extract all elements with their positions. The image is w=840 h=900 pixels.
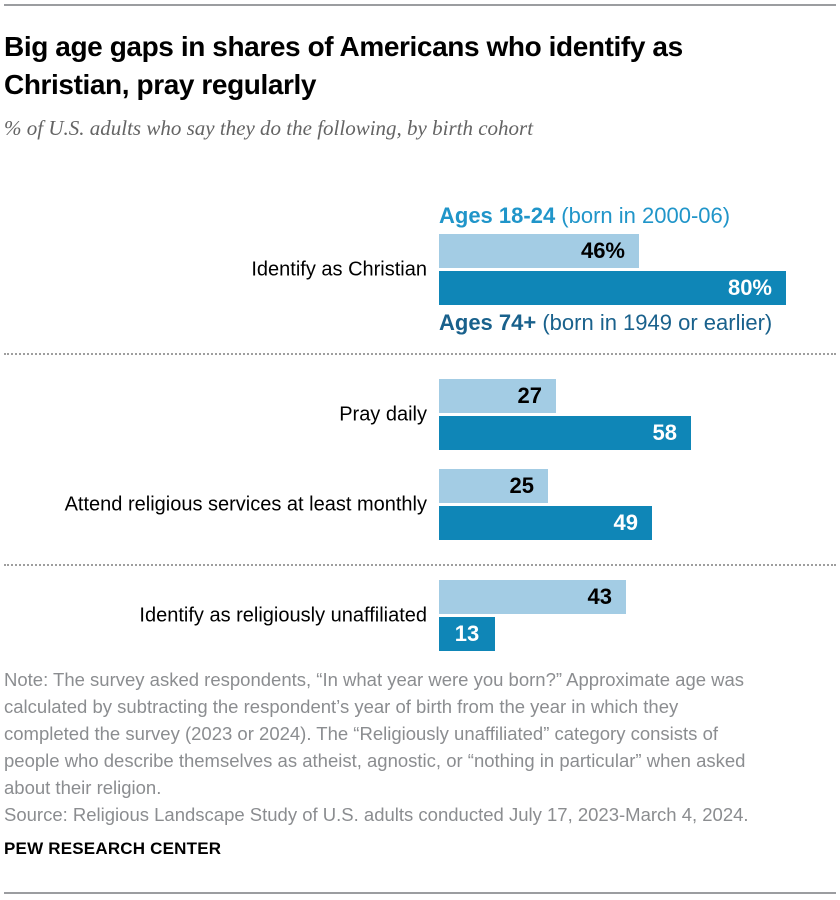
category-label: Pray daily xyxy=(339,403,427,425)
bar-pair: Pray daily 27 58 xyxy=(339,379,836,450)
chart-subtitle: % of U.S. adults who say they do the fol… xyxy=(4,116,534,140)
source-line: Source: Religious Landscape Study of U.S… xyxy=(4,804,749,825)
bar-value-label: 43 xyxy=(587,584,612,609)
bar-value-label: 25 xyxy=(509,473,534,498)
bar-ages-74plus: 58 xyxy=(439,416,691,450)
bar-ages-18-24: 46% xyxy=(439,234,639,268)
legend-ages-74plus-detail: (born in 1949 or earlier) xyxy=(536,310,773,335)
bar-ages-74plus: 49 xyxy=(439,506,652,540)
bar-ages-74plus: 13 xyxy=(439,617,495,651)
legend-ages-74plus-bold: Ages 74+ xyxy=(439,310,537,335)
bar-group-attend-services: Attend religious services at least month… xyxy=(4,469,836,540)
dotted-divider xyxy=(4,353,836,355)
chart-title-line2: Christian, pray regularly xyxy=(4,69,317,100)
bar-value-label: 13 xyxy=(454,621,480,646)
bar-group-identify-christian: Ages 18-24 (born in 2000-06) Identify as… xyxy=(4,203,836,336)
category-label: Identify as Christian xyxy=(251,258,427,280)
bar-value-label: 27 xyxy=(517,383,542,408)
bar-value-label: 46% xyxy=(580,238,625,263)
bar-group-pray-daily: Pray daily 27 58 xyxy=(4,379,836,450)
bar-pair: Attend religious services at least month… xyxy=(65,469,836,540)
category-label: Attend religious services at least month… xyxy=(64,493,427,515)
note-line: about their religion. xyxy=(4,777,162,798)
legend-ages-18-24-bold: Ages 18-24 xyxy=(439,203,556,228)
category-label: Identify as religiously unaffiliated xyxy=(139,604,427,626)
bar-value-label: 49 xyxy=(613,510,638,535)
group-spacer xyxy=(4,450,836,469)
bar-ages-18-24: 25 xyxy=(439,469,548,503)
bar-value-label: 80% xyxy=(727,275,772,300)
chart-card: Big age gaps in shares of Americans who … xyxy=(0,4,840,900)
note-line: completed the survey (2023 or 2024). The… xyxy=(4,723,719,744)
legend-ages-74plus: Ages 74+ (born in 1949 or earlier) xyxy=(439,310,836,336)
chart-title-line1: Big age gaps in shares of Americans who … xyxy=(4,31,683,62)
top-rule xyxy=(4,4,836,6)
dotted-divider xyxy=(4,564,836,566)
pew-research-center-wordmark: PEW RESEARCH CENTER xyxy=(4,839,222,858)
legend-ages-18-24: Ages 18-24 (born in 2000-06) xyxy=(439,203,836,229)
note-line: calculated by subtracting the respondent… xyxy=(4,696,679,717)
bar-group-unaffiliated: Identify as religiously unaffiliated 43 … xyxy=(4,580,836,651)
note-line: people who describe themselves as atheis… xyxy=(4,750,746,771)
chart-notes: Note: The survey asked respondents, “In … xyxy=(4,666,836,828)
bar-chart: Ages 18-24 (born in 2000-06) Identify as… xyxy=(4,203,836,651)
bar-ages-18-24: 27 xyxy=(439,379,556,413)
bottom-rule xyxy=(4,892,836,894)
bar-ages-74plus: 80% xyxy=(439,271,786,305)
legend-ages-18-24-detail: (born in 2000-06) xyxy=(555,203,731,228)
bar-value-label: 58 xyxy=(652,420,677,445)
note-line: Note: The survey asked respondents, “In … xyxy=(4,669,745,690)
chart-title: Big age gaps in shares of Americans who … xyxy=(4,28,836,104)
bar-pair: Identify as religiously unaffiliated 43 … xyxy=(139,580,836,651)
bar-pair: Identify as Christian 46% 80% xyxy=(251,234,836,305)
bar-ages-18-24: 43 xyxy=(439,580,626,614)
